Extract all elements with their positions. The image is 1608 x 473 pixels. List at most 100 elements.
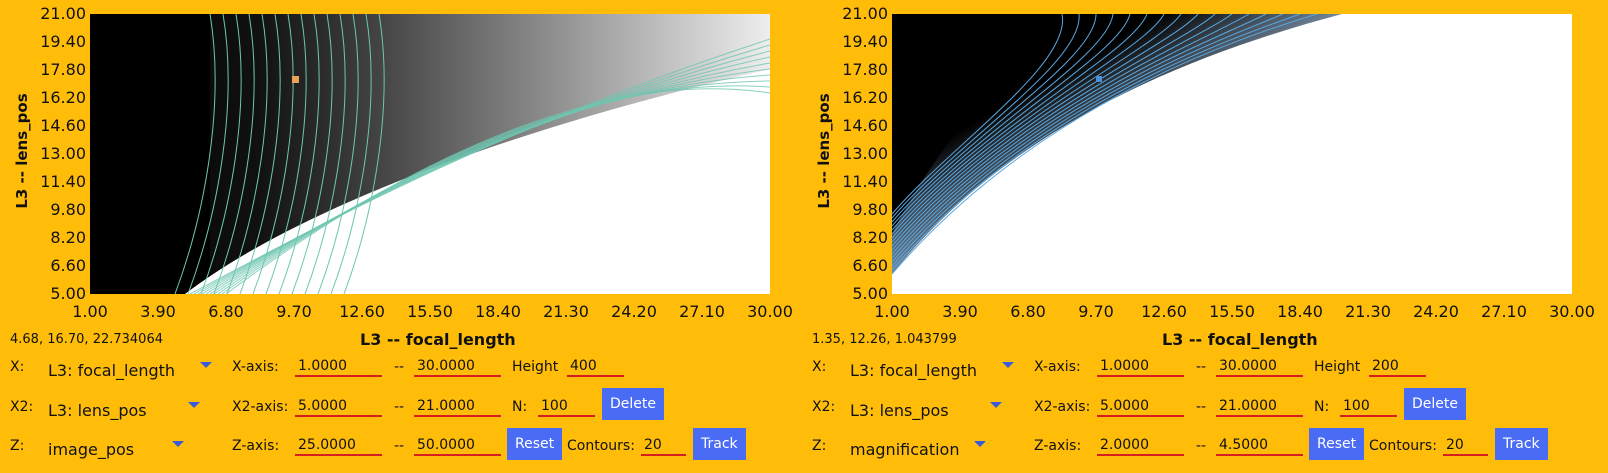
- chevron-down-icon[interactable]: [200, 362, 212, 368]
- delete-button[interactable]: Delete: [1404, 388, 1466, 420]
- y-tick-label: 19.40: [40, 32, 86, 51]
- x-variable-label: X:: [10, 359, 25, 375]
- z-axis-min-field[interactable]: [295, 436, 382, 456]
- reset-button[interactable]: Reset: [507, 428, 563, 460]
- x-axis-max-field[interactable]: [1216, 357, 1303, 377]
- contour-plot[interactable]: [90, 14, 770, 294]
- contour-line: [892, 14, 1131, 231]
- x-tick-label: 12.60: [1141, 302, 1187, 321]
- contour-line: [892, 14, 1216, 251]
- contour-plot-svg: [892, 14, 1572, 294]
- y-tick-label: 16.20: [842, 88, 888, 107]
- z-variable-label: Z:: [812, 438, 827, 454]
- x2-variable-label: X2:: [812, 399, 836, 415]
- x2-axis-label: X2-axis:: [232, 399, 289, 415]
- z-axis-range-dash: --: [1196, 438, 1207, 454]
- x2-axis-min-field[interactable]: [295, 397, 382, 417]
- contour-plot[interactable]: [892, 14, 1572, 294]
- x2-variable-dropdown[interactable]: L3: lens_pos: [48, 401, 147, 420]
- z-variable-dropdown[interactable]: magnification: [850, 440, 960, 459]
- contours-label: Contours:: [1369, 438, 1437, 454]
- x-tick-label: 6.80: [1010, 302, 1046, 321]
- contour-line: [892, 14, 1165, 239]
- contour-line: [317, 14, 359, 294]
- x-axis-label: X-axis:: [1034, 359, 1081, 375]
- z-axis-min-field[interactable]: [1097, 436, 1184, 456]
- z-axis-label: Z-axis:: [232, 438, 280, 454]
- z-axis-max-field[interactable]: [414, 436, 501, 456]
- chevron-down-icon[interactable]: [188, 402, 200, 408]
- z-variable-dropdown[interactable]: image_pos: [48, 440, 135, 459]
- n-field[interactable]: [538, 397, 595, 417]
- x-variable-dropdown[interactable]: L3: focal_length: [850, 361, 978, 380]
- chevron-down-icon[interactable]: [172, 441, 184, 447]
- track-button[interactable]: Track: [693, 428, 746, 460]
- contours-field[interactable]: [641, 436, 686, 456]
- y-tick-label: 19.40: [842, 32, 888, 51]
- contour-line: [187, 14, 229, 294]
- plot-black-region: [892, 14, 1062, 234]
- contour-line: [892, 14, 1148, 235]
- plot-panel-right: 21.00 19.40 17.80 16.20 14.60 13.00 11.40 9.80 8…: [802, 0, 1602, 473]
- n-field[interactable]: [1340, 397, 1397, 417]
- chevron-down-icon[interactable]: [974, 441, 986, 447]
- plot-black-region: [90, 14, 210, 294]
- x-axis-min-field[interactable]: [1097, 357, 1184, 377]
- height-field[interactable]: [567, 357, 624, 377]
- x-axis-title: L3 -- focal_length: [1162, 330, 1318, 349]
- x-variable-label: X:: [812, 359, 827, 375]
- contours-field[interactable]: [1443, 436, 1488, 456]
- x-tick-label: 24.20: [611, 302, 657, 321]
- x2-variable-dropdown[interactable]: L3: lens_pos: [850, 401, 949, 420]
- height-label: Height: [1314, 359, 1361, 375]
- x2-axis-max-field[interactable]: [1216, 397, 1303, 417]
- track-button[interactable]: Track: [1495, 428, 1548, 460]
- contour-line: [892, 14, 1250, 259]
- chevron-down-icon[interactable]: [1002, 362, 1014, 368]
- contour-line: [221, 85, 770, 294]
- x-tick-label: 15.50: [407, 302, 453, 321]
- contour-line: [892, 14, 1063, 215]
- contour-plot-area: 21.00 19.40 17.80 16.20 14.60 13.00 11.40 9.80 8…: [0, 0, 800, 350]
- x-tick-label: 18.40: [475, 302, 521, 321]
- y-tick-label: 14.60: [40, 116, 86, 135]
- x-tick-label: 21.30: [1345, 302, 1391, 321]
- plot-dark-region: [892, 14, 1342, 274]
- contour-line: [304, 14, 346, 294]
- y-tick-label: 8.20: [852, 228, 888, 247]
- y-tick-label: 21.00: [40, 4, 86, 23]
- cursor-marker: [292, 76, 299, 83]
- x2-axis-min-field[interactable]: [1097, 397, 1184, 417]
- x2-axis-range-dash: --: [1196, 399, 1207, 415]
- x2-axis-range-dash: --: [394, 399, 405, 415]
- z-axis-max-field[interactable]: [1216, 436, 1303, 456]
- x-axis-label: X-axis:: [232, 359, 279, 375]
- y-tick-label: 5.00: [50, 284, 86, 303]
- x-axis-min-field[interactable]: [295, 357, 382, 377]
- reset-button[interactable]: Reset: [1309, 428, 1365, 460]
- x2-axis-max-field[interactable]: [414, 397, 501, 417]
- contour-line: [330, 14, 372, 294]
- x-tick-label: 9.70: [276, 302, 312, 321]
- delete-button[interactable]: Delete: [602, 388, 664, 420]
- contour-line: [193, 44, 770, 294]
- y-tick-label: 5.00: [852, 284, 888, 303]
- contour-line: [226, 14, 268, 294]
- x-variable-dropdown[interactable]: L3: focal_length: [48, 361, 176, 380]
- x-tick-label: 9.70: [1078, 302, 1114, 321]
- contour-line: [209, 68, 770, 294]
- z-axis-label: Z-axis:: [1034, 438, 1082, 454]
- chevron-down-icon[interactable]: [990, 402, 1002, 408]
- x-tick-label: 21.30: [543, 302, 589, 321]
- x-tick-label: 1.00: [874, 302, 910, 321]
- y-tick-label: 21.00: [842, 4, 888, 23]
- contour-line: [201, 56, 770, 294]
- contour-line: [200, 14, 242, 294]
- contour-line: [291, 14, 333, 294]
- x-axis-max-field[interactable]: [414, 357, 501, 377]
- x-tick-label: 6.80: [208, 302, 244, 321]
- x-axis-title: L3 -- focal_length: [360, 330, 516, 349]
- y-tick-label: 13.00: [842, 144, 888, 163]
- x-tick-label: 24.20: [1413, 302, 1459, 321]
- height-field[interactable]: [1369, 357, 1426, 377]
